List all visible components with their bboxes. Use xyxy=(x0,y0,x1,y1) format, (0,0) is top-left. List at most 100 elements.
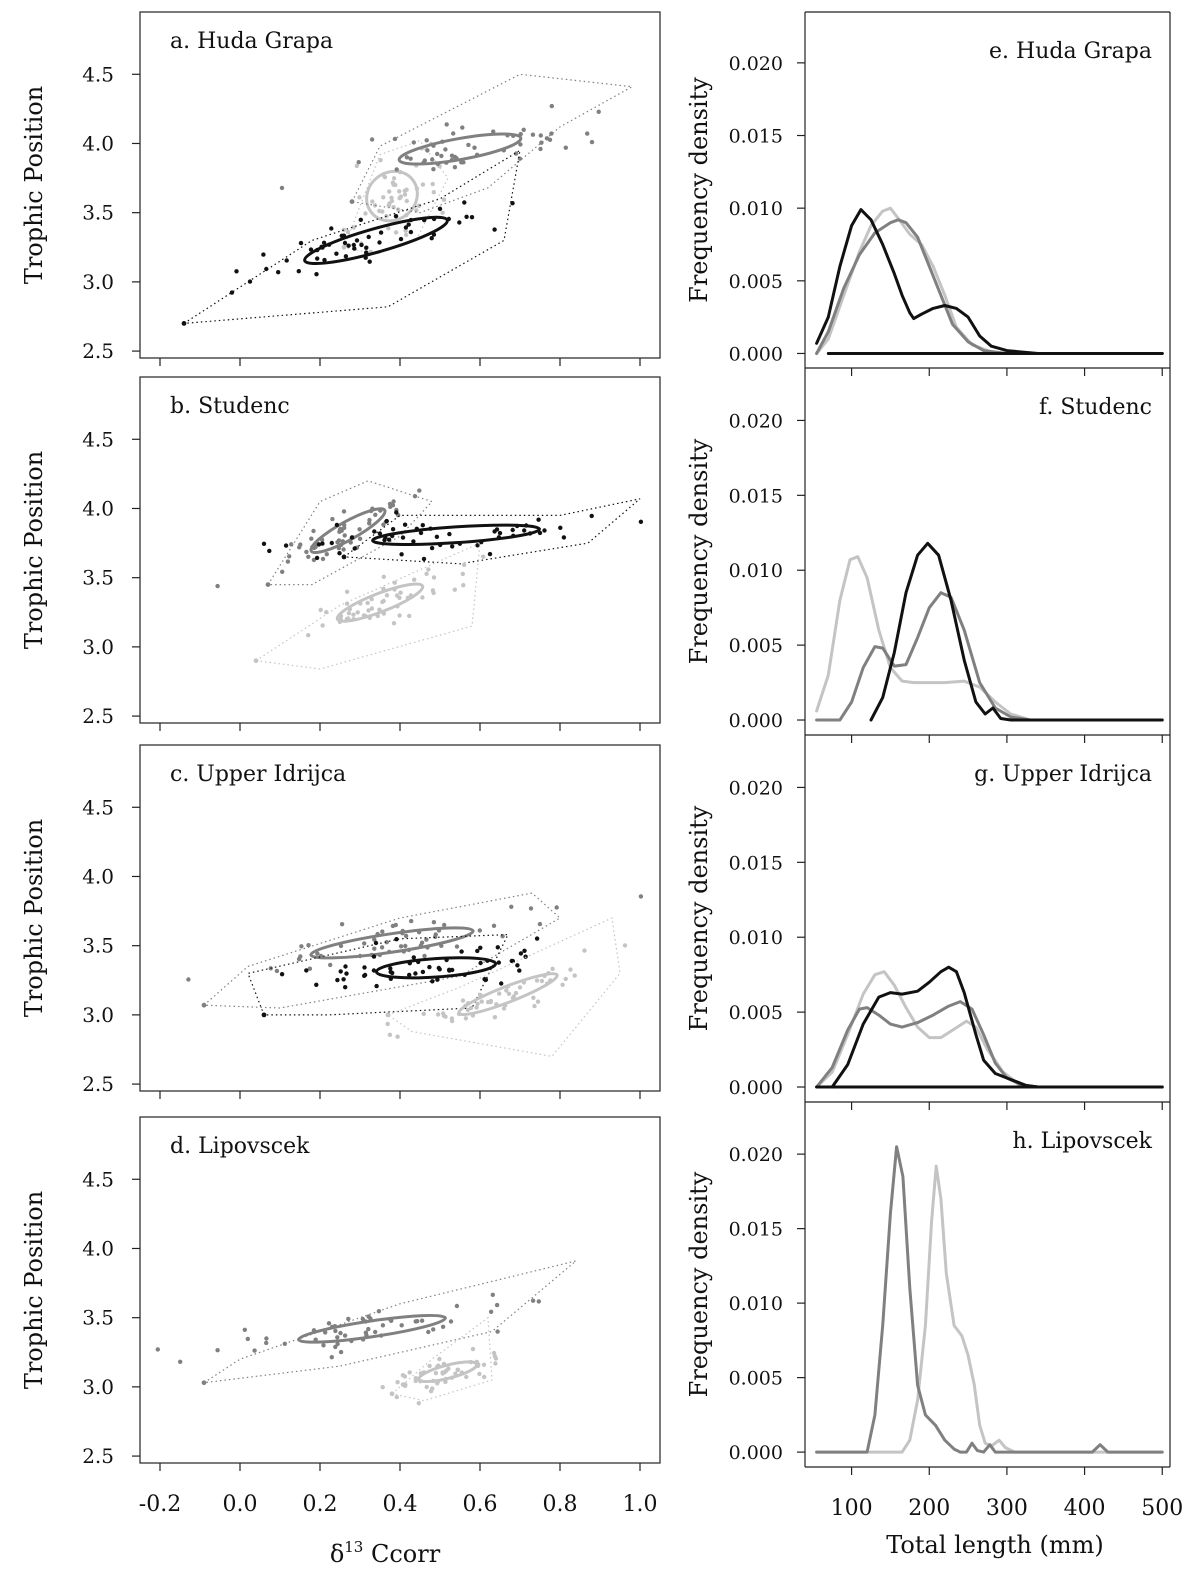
data-point xyxy=(343,964,348,969)
data-point xyxy=(315,256,320,261)
data-point xyxy=(479,999,484,1004)
data-point xyxy=(389,195,394,200)
data-point xyxy=(356,160,361,165)
panel-frame xyxy=(139,11,661,359)
data-point xyxy=(201,1002,207,1008)
group-light xyxy=(380,1316,499,1406)
data-point xyxy=(298,542,303,547)
data-point xyxy=(308,247,314,252)
data-point xyxy=(585,131,590,136)
data-point xyxy=(390,527,396,532)
data-point xyxy=(411,140,416,145)
data-point xyxy=(324,610,329,615)
data-point xyxy=(261,1012,267,1018)
data-point xyxy=(274,968,280,974)
data-point xyxy=(427,1363,432,1369)
density-panel-3: g. Upper Idrijca 0.000 0.005 0.010 0.015 0.02… xyxy=(685,735,1171,1103)
data-point xyxy=(398,590,403,595)
data-point xyxy=(386,203,391,208)
data-point xyxy=(442,922,447,928)
data-point xyxy=(261,541,267,546)
data-point xyxy=(444,122,449,127)
data-point xyxy=(431,167,436,172)
density-curve-dark xyxy=(815,208,1164,355)
y-tick-label: 0.000 xyxy=(729,1442,783,1464)
data-point xyxy=(370,199,375,204)
data-point xyxy=(201,1380,207,1386)
data-point xyxy=(454,1303,460,1309)
x-tick-label: 0.8 xyxy=(543,1492,578,1517)
data-point xyxy=(440,1371,445,1376)
data-point xyxy=(537,530,543,536)
data-point xyxy=(429,545,435,551)
data-point xyxy=(415,1319,420,1324)
data-point xyxy=(367,521,372,526)
y-tick-label: 2.5 xyxy=(82,704,114,728)
data-point xyxy=(426,1329,431,1335)
data-point xyxy=(466,142,471,148)
data-point xyxy=(475,1001,480,1006)
right-x-axis-label: Total length (mm) xyxy=(886,1531,1104,1559)
sea-ellipse xyxy=(335,582,425,623)
y-tick-label: 2.5 xyxy=(82,339,114,363)
data-point xyxy=(321,240,327,245)
data-point xyxy=(437,206,443,211)
data-point xyxy=(457,220,462,225)
panel-title: h. Lipovscek xyxy=(1012,1129,1152,1154)
data-point xyxy=(558,525,563,530)
data-point xyxy=(511,994,516,999)
data-point xyxy=(416,1401,421,1406)
data-point xyxy=(416,203,422,208)
data-point xyxy=(459,949,464,954)
panel-frame xyxy=(139,376,661,724)
data-point xyxy=(403,933,409,939)
x-tick-label: 0.2 xyxy=(303,1492,338,1517)
data-point xyxy=(518,142,523,147)
data-point xyxy=(304,968,309,973)
data-point xyxy=(181,321,187,326)
data-point xyxy=(439,153,444,159)
data-point xyxy=(440,210,445,215)
data-point xyxy=(344,589,350,594)
data-point xyxy=(491,1350,497,1356)
data-point xyxy=(461,583,466,588)
data-point xyxy=(568,967,573,972)
data-point xyxy=(431,590,436,596)
data-point xyxy=(285,559,291,564)
data-point xyxy=(510,201,515,206)
sea-ellipse xyxy=(297,1313,447,1344)
data-point xyxy=(329,226,334,231)
data-point xyxy=(499,981,504,986)
data-point xyxy=(515,963,520,968)
y-tick-label: 0.015 xyxy=(729,485,783,507)
y-tick-label: 0.000 xyxy=(729,1077,783,1099)
y-tick-label: 0.005 xyxy=(729,1002,783,1024)
data-point xyxy=(369,137,375,142)
data-point xyxy=(307,966,313,971)
data-point xyxy=(335,1335,340,1340)
data-point xyxy=(451,131,456,136)
data-point xyxy=(452,587,457,592)
data-point xyxy=(448,1319,454,1324)
data-point xyxy=(365,600,370,606)
data-point xyxy=(419,1318,425,1323)
sea-ellipse xyxy=(374,956,498,980)
data-point xyxy=(341,509,347,514)
data-point xyxy=(311,557,317,563)
panel-frame xyxy=(139,744,661,1092)
data-point xyxy=(344,971,349,976)
data-point xyxy=(398,236,404,242)
data-point xyxy=(380,209,385,214)
data-point xyxy=(478,945,483,950)
data-point xyxy=(420,595,425,600)
data-point xyxy=(342,1333,348,1338)
data-point xyxy=(265,582,271,587)
data-point xyxy=(394,1394,399,1400)
sea-ellipse xyxy=(397,132,523,166)
data-point xyxy=(367,517,372,523)
scatter-panel-1: a. Huda Grapa 2.5 3.0 3.5 4.0 4.5 Trophic Posi… xyxy=(20,11,661,366)
data-point xyxy=(318,607,323,613)
data-point xyxy=(373,512,378,517)
data-point xyxy=(393,214,399,219)
data-point xyxy=(346,611,352,616)
